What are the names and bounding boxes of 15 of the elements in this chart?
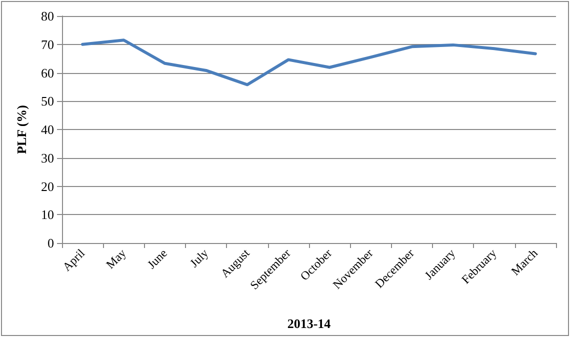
y-axis-title: PLF (%)	[14, 105, 29, 154]
y-tick-label: 10	[41, 207, 54, 222]
y-tick-label: 50	[41, 94, 54, 109]
y-tick-label: 70	[41, 36, 54, 52]
y-tick-label: 20	[41, 178, 54, 194]
y-tick-label: 0	[48, 236, 54, 250]
x-axis-title: 2013-14	[287, 316, 332, 331]
x-tick-label: July	[187, 246, 212, 270]
x-tick-label: June	[144, 246, 170, 272]
y-tick-label: 40	[41, 122, 54, 137]
y-tick-label: 80	[41, 8, 54, 24]
line-series	[81, 38, 537, 86]
y-tick-label: 30	[41, 150, 54, 166]
x-tick-label: May	[103, 246, 129, 272]
y-tick-label: 60	[41, 65, 54, 80]
